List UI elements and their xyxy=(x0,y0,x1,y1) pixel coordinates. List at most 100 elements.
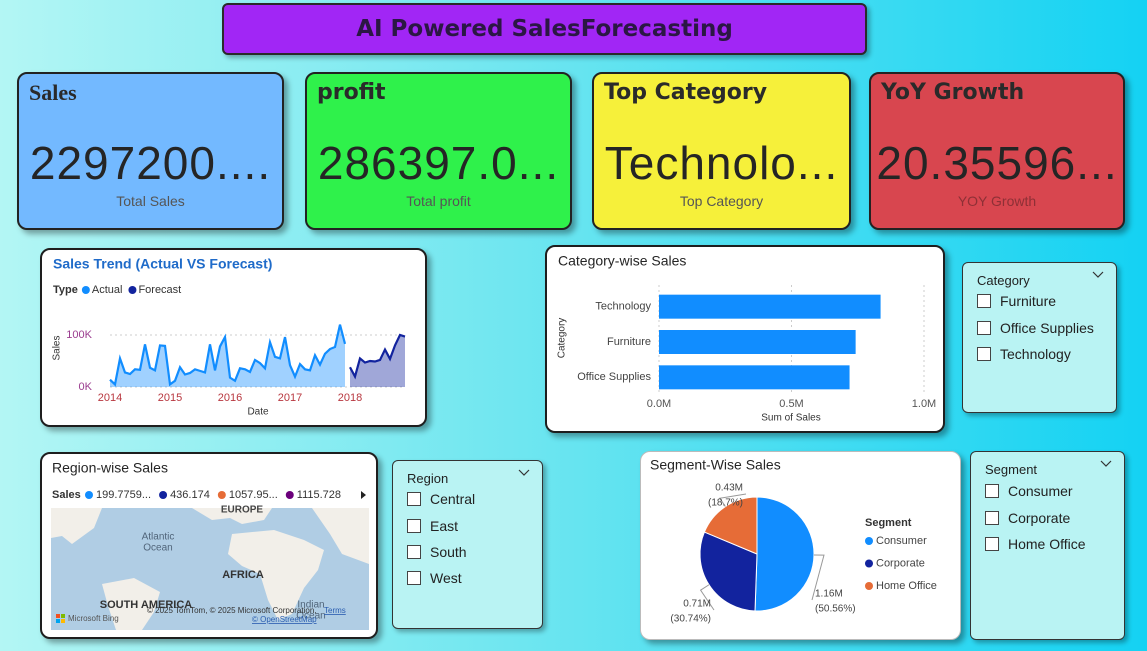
card-caption: Total profit xyxy=(406,193,471,209)
legend-marker xyxy=(285,491,294,499)
data-label: 0.71M xyxy=(683,599,711,610)
slicer-item[interactable]: Central xyxy=(407,491,475,507)
card-title: YoY Growth xyxy=(881,80,1025,105)
legend-label: 199.7759... xyxy=(96,489,151,501)
map-label: EUROPE xyxy=(221,505,264,516)
map-label: Atlantic xyxy=(142,532,175,543)
area xyxy=(110,324,345,387)
slicer-item[interactable]: Office Supplies xyxy=(977,320,1094,336)
slicer-item[interactable]: South xyxy=(407,544,467,560)
pie-slice xyxy=(754,496,815,612)
kpi-card: Sales 2297200.... Total Sales xyxy=(17,72,284,230)
slicer-item[interactable]: West xyxy=(407,570,462,586)
legend-title: Type xyxy=(53,284,78,296)
land xyxy=(312,508,369,564)
bar xyxy=(659,365,850,390)
slicer-label: Central xyxy=(430,491,476,507)
logo xyxy=(56,619,60,623)
legend-marker xyxy=(128,286,137,294)
bar-chart: Category-wise Sales 0.0M 0.5M 1.0M Technolog… xyxy=(557,253,937,424)
legend-marker xyxy=(865,582,873,590)
x-tick-label: 0.5M xyxy=(779,398,803,410)
map-attribution: © 2025 TomTom, © 2025 Microsoft Corporat… xyxy=(147,606,317,615)
map-title: Region-wise Sales xyxy=(52,460,168,476)
logo xyxy=(61,614,65,618)
kpi-card: YoY Growth 20.35596... YOY Growth xyxy=(869,72,1125,230)
slicer-label: West xyxy=(430,570,462,586)
y-tick-label: Technology xyxy=(595,301,651,313)
slicer-item[interactable]: East xyxy=(407,518,458,534)
slicer: Region Central East South West xyxy=(392,460,543,629)
y-axis-title: Sales xyxy=(52,335,63,360)
leader-line xyxy=(699,584,715,611)
map-panel: Region-wise Sales Sales EUROPE Atlantic … xyxy=(40,452,378,639)
legend-scroll[interactable] xyxy=(361,491,366,499)
slicer: Segment Consumer Corporate Home Office xyxy=(970,451,1125,640)
land xyxy=(102,578,160,630)
chevron[interactable] xyxy=(1092,271,1104,279)
y-tick-label: 0K xyxy=(79,381,93,393)
slicer-item[interactable]: Corporate xyxy=(985,510,1070,526)
legend-label: 1057.95... xyxy=(229,489,278,501)
slicer-label: Technology xyxy=(1000,346,1071,362)
x-tick-label: 2016 xyxy=(218,392,242,404)
bar xyxy=(659,330,856,354)
slicer-item[interactable]: Furniture xyxy=(977,293,1056,309)
map-terms[interactable]: Terms xyxy=(324,606,346,615)
slicer-title: Region xyxy=(407,471,449,486)
card-title: Sales xyxy=(29,80,77,105)
x-tick-label: 0.0M xyxy=(647,398,671,410)
chart-title: Sales Trend (Actual VS Forecast) xyxy=(53,256,272,272)
page-title: AI Powered SalesForecasting xyxy=(222,3,867,55)
slicer-label: South xyxy=(430,544,467,560)
logo xyxy=(56,614,60,618)
pie-slice xyxy=(703,496,758,555)
slicer-label: Corporate xyxy=(1008,510,1071,526)
x-tick-label: 2017 xyxy=(278,392,302,404)
line-chart: Sales Trend (Actual VS Forecast) Type Actu… xyxy=(52,256,406,418)
x-tick-label: 2015 xyxy=(158,392,182,404)
line xyxy=(349,333,406,380)
card-value: 20.35596... xyxy=(876,137,1118,189)
y-tick-label: Furniture xyxy=(607,336,651,348)
line-chart-panel: Sales Trend (Actual VS Forecast) Type Actu… xyxy=(40,248,427,427)
map-osm[interactable]: © OpenStreetMap xyxy=(252,615,317,624)
bar xyxy=(659,294,881,319)
card-title: Top Category xyxy=(604,80,768,105)
legend-label: Forecast xyxy=(138,284,181,296)
leader-line xyxy=(811,554,825,601)
legend-marker xyxy=(159,491,168,499)
x-tick-label: 2014 xyxy=(98,392,122,404)
logo xyxy=(61,619,65,623)
chevron[interactable] xyxy=(518,469,530,477)
card-value: 2297200.... xyxy=(29,137,272,189)
slicer-item[interactable]: Home Office xyxy=(985,536,1086,552)
card-value: Technolo... xyxy=(604,137,839,189)
map: Region-wise Sales Sales EUROPE Atlantic … xyxy=(51,460,369,630)
percent-label: (50.56%) xyxy=(815,604,856,615)
x-axis-title: Sum of Sales xyxy=(761,413,820,424)
slicer-label: East xyxy=(430,518,459,534)
slicer-label: Home Office xyxy=(1008,536,1086,552)
pie-slice xyxy=(699,531,758,612)
kpi-card: profit 286397.0... Total profit xyxy=(305,72,572,230)
legend-marker xyxy=(85,491,93,499)
chart-title: Category-wise Sales xyxy=(558,253,686,269)
percent-label: (30.74%) xyxy=(670,614,711,625)
slicer-item[interactable]: Consumer xyxy=(985,483,1073,499)
legend-label: Actual xyxy=(92,284,123,296)
x-tick-label: 2018 xyxy=(338,392,362,404)
legend-marker xyxy=(865,559,873,568)
legend-label: Consumer xyxy=(876,535,927,547)
leader-line xyxy=(719,493,747,507)
map-logo: Microsoft Bing xyxy=(68,614,119,623)
chevron[interactable] xyxy=(1100,460,1112,468)
card-caption: Top Category xyxy=(679,193,764,209)
data-label: 1.16M xyxy=(815,589,843,600)
card-caption: Total Sales xyxy=(116,193,185,209)
slicer-item[interactable]: Technology xyxy=(977,346,1071,362)
slicer-title: Segment xyxy=(985,462,1038,477)
slicer: Category Furniture Office Supplies Techn… xyxy=(962,262,1117,413)
legend-title: Segment xyxy=(865,517,912,529)
